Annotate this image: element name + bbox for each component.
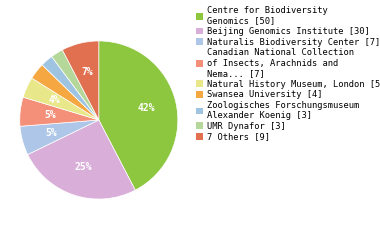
- Text: 4%: 4%: [48, 95, 60, 105]
- Wedge shape: [62, 41, 99, 120]
- Wedge shape: [52, 50, 99, 120]
- Text: 25%: 25%: [74, 162, 92, 172]
- Wedge shape: [42, 57, 99, 120]
- Text: 5%: 5%: [44, 110, 56, 120]
- Wedge shape: [32, 65, 99, 120]
- Wedge shape: [99, 41, 178, 190]
- Wedge shape: [23, 78, 99, 120]
- Text: 42%: 42%: [138, 103, 155, 113]
- Text: 7%: 7%: [81, 67, 93, 77]
- Wedge shape: [20, 120, 99, 155]
- Wedge shape: [28, 120, 135, 199]
- Wedge shape: [20, 97, 99, 126]
- Text: 5%: 5%: [46, 128, 57, 138]
- Legend: Centre for Biodiversity
Genomics [50], Beijing Genomics Institute [30], Naturali: Centre for Biodiversity Genomics [50], B…: [195, 4, 380, 143]
